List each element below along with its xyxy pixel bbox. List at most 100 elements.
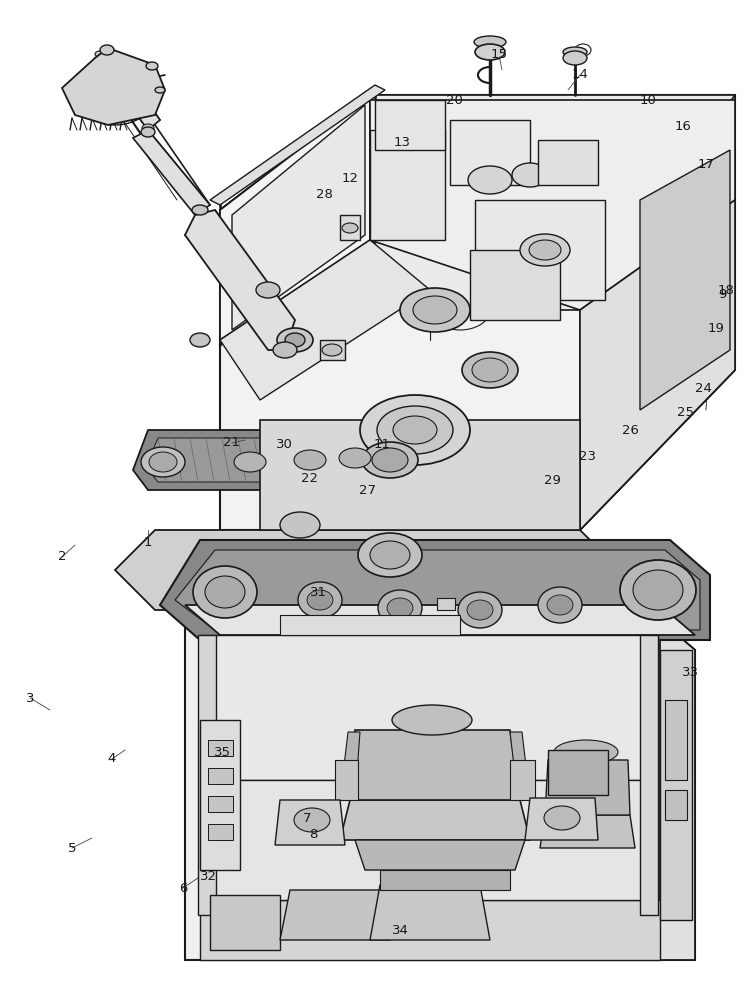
Ellipse shape <box>467 600 493 620</box>
Bar <box>450 120 530 185</box>
Ellipse shape <box>544 806 580 830</box>
Ellipse shape <box>362 442 418 478</box>
Ellipse shape <box>192 205 208 215</box>
Ellipse shape <box>529 240 561 260</box>
Polygon shape <box>525 798 598 840</box>
Polygon shape <box>280 890 390 940</box>
Ellipse shape <box>393 416 437 444</box>
Ellipse shape <box>100 45 114 55</box>
Ellipse shape <box>462 352 518 388</box>
Ellipse shape <box>563 47 587 57</box>
Text: 23: 23 <box>580 450 596 462</box>
Ellipse shape <box>190 333 210 347</box>
Text: 5: 5 <box>68 842 76 854</box>
Polygon shape <box>62 48 165 125</box>
Ellipse shape <box>472 358 508 382</box>
Polygon shape <box>370 100 735 310</box>
Text: 30: 30 <box>275 438 293 450</box>
Bar <box>640 635 658 915</box>
Text: 3: 3 <box>26 692 35 704</box>
Bar <box>470 250 560 320</box>
Text: 18: 18 <box>717 284 735 296</box>
Polygon shape <box>220 95 735 530</box>
Polygon shape <box>185 605 695 635</box>
Text: 7: 7 <box>303 812 311 824</box>
Ellipse shape <box>294 450 326 470</box>
Polygon shape <box>540 815 635 848</box>
Bar <box>208 768 233 784</box>
Ellipse shape <box>358 533 422 577</box>
Polygon shape <box>232 105 365 330</box>
Text: 27: 27 <box>359 485 375 497</box>
Bar <box>320 340 345 360</box>
Text: 25: 25 <box>678 406 695 420</box>
Polygon shape <box>580 200 735 530</box>
Ellipse shape <box>468 166 512 194</box>
Polygon shape <box>185 620 695 960</box>
Text: 12: 12 <box>341 172 359 184</box>
Ellipse shape <box>256 282 280 298</box>
Ellipse shape <box>633 570 683 610</box>
Ellipse shape <box>392 705 472 735</box>
Polygon shape <box>640 150 730 410</box>
Ellipse shape <box>141 127 155 137</box>
Ellipse shape <box>277 328 313 352</box>
Ellipse shape <box>142 124 154 132</box>
Ellipse shape <box>342 223 358 233</box>
Text: 31: 31 <box>310 585 326 598</box>
Polygon shape <box>95 50 160 130</box>
Polygon shape <box>185 210 295 350</box>
Ellipse shape <box>234 452 266 472</box>
Ellipse shape <box>512 163 548 187</box>
Text: 6: 6 <box>179 882 187 894</box>
Text: 10: 10 <box>639 94 656 106</box>
Ellipse shape <box>378 590 422 626</box>
Text: 17: 17 <box>698 158 714 172</box>
Polygon shape <box>200 635 650 780</box>
Ellipse shape <box>400 288 470 332</box>
Polygon shape <box>340 800 530 840</box>
Polygon shape <box>210 895 280 950</box>
Polygon shape <box>133 130 210 215</box>
Polygon shape <box>370 885 490 940</box>
Polygon shape <box>510 760 535 800</box>
Polygon shape <box>146 438 410 482</box>
Text: 26: 26 <box>622 424 638 436</box>
Text: 20: 20 <box>446 94 462 106</box>
Ellipse shape <box>549 162 581 182</box>
Bar <box>370 130 445 240</box>
Bar <box>200 780 652 900</box>
Text: 35: 35 <box>214 746 231 758</box>
Polygon shape <box>210 85 385 205</box>
Ellipse shape <box>149 452 177 472</box>
Polygon shape <box>220 240 430 400</box>
Ellipse shape <box>205 576 245 608</box>
Polygon shape <box>200 720 240 870</box>
Bar <box>665 700 687 780</box>
Text: 34: 34 <box>392 924 408 936</box>
Ellipse shape <box>298 582 342 618</box>
Text: 14: 14 <box>572 68 588 82</box>
Ellipse shape <box>620 560 696 620</box>
Ellipse shape <box>307 590 333 610</box>
Ellipse shape <box>360 395 470 465</box>
Bar <box>475 200 605 300</box>
Text: 24: 24 <box>695 381 711 394</box>
Text: 28: 28 <box>316 188 332 200</box>
Ellipse shape <box>155 87 165 93</box>
Ellipse shape <box>538 587 582 623</box>
Ellipse shape <box>372 448 408 472</box>
Bar <box>208 796 233 812</box>
Text: 32: 32 <box>199 870 217 884</box>
Bar <box>380 870 510 890</box>
Ellipse shape <box>413 296 457 324</box>
Polygon shape <box>175 550 700 630</box>
Ellipse shape <box>150 155 160 161</box>
Polygon shape <box>160 540 710 640</box>
Text: 21: 21 <box>223 436 241 450</box>
Ellipse shape <box>273 342 297 358</box>
Polygon shape <box>220 95 735 310</box>
Ellipse shape <box>520 234 570 266</box>
Polygon shape <box>350 730 520 800</box>
Bar <box>280 615 460 635</box>
